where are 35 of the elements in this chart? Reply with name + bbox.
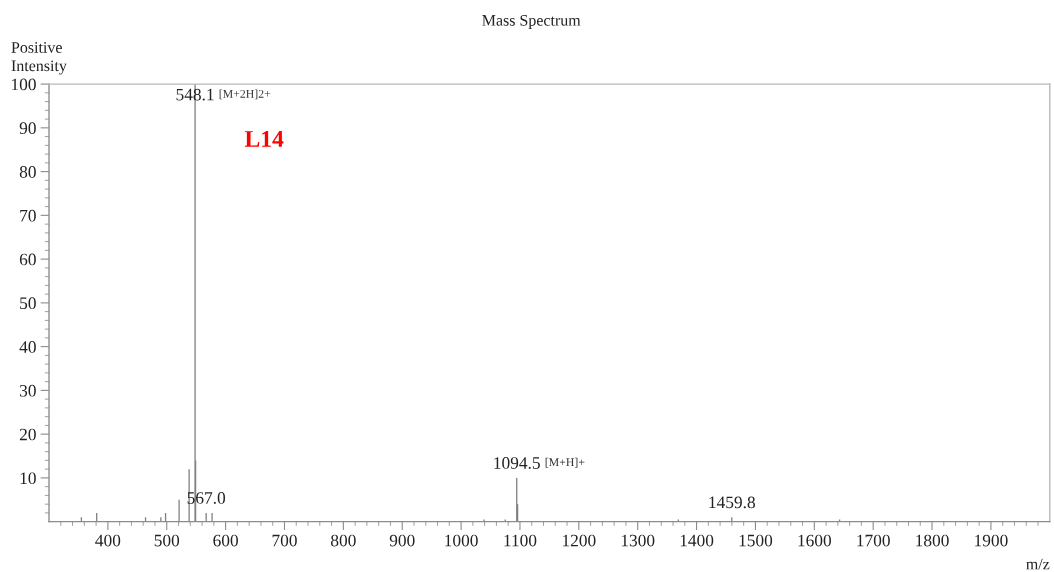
x-tick-label: 600 [213,534,238,547]
x-tick-label: 1100 [504,534,537,547]
x-tick-label: 500 [154,534,180,547]
x-tick-label: 900 [389,534,415,547]
y-tick-label: 30 [19,384,36,397]
x-tick-label: 400 [95,534,121,547]
x-tick-label: 1000 [445,534,478,547]
x-tick-label: 800 [331,534,356,547]
annotation: [M+2H]2+ [219,89,271,100]
x-axis-title: m/z [1026,558,1050,570]
y-tick-label: 80 [19,166,36,178]
y-tick-label: 90 [19,122,36,135]
x-tick-label: 1300 [621,534,655,547]
x-tick-label: 1600 [798,534,832,547]
x-tick-label: 1900 [975,534,1008,547]
y-tick-label: 60 [19,253,36,266]
y-tick-label: 20 [19,428,36,441]
x-tick-label: 700 [272,534,297,547]
x-tick-label: 1800 [916,534,949,547]
y-axis-title: Positive Intensity [11,42,67,75]
annotation: 1094.5 [494,457,540,469]
x-tick-label: 1200 [563,534,596,547]
y-tick-label: 50 [20,297,36,310]
y-tick-label: 10 [20,472,36,485]
annotation: [M+H]+ [545,457,585,468]
x-tick-label: 1700 [857,534,890,547]
x-tick-label: 1400 [680,534,714,547]
x-tick-label: 1500 [739,534,773,547]
annotation: L14 [244,131,284,147]
y-tick-label: 70 [20,209,36,222]
y-tick-label: 40 [19,341,36,353]
chart-title: Mass Spectrum [482,15,581,29]
annotation: 1459.8 [709,496,755,509]
annotation: 548.1 [176,88,214,101]
y-tick-label: 100 [12,78,36,91]
